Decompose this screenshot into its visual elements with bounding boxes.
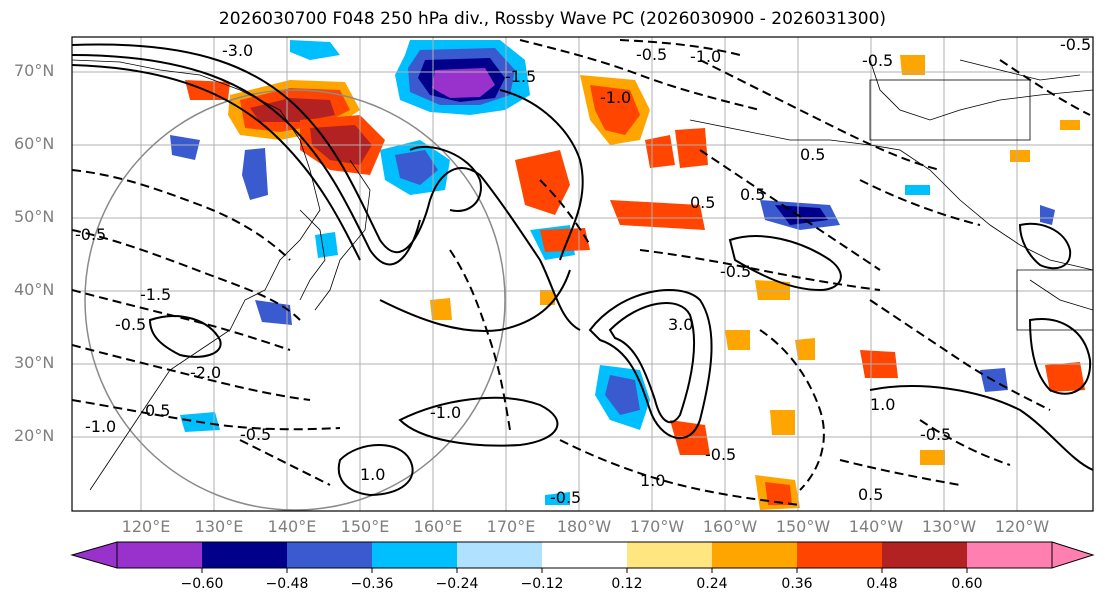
contour-label: -1.0 (85, 417, 116, 436)
contour-label: -0.5 (920, 425, 951, 444)
contour-label: 0.5 (690, 193, 715, 212)
lat-label: 70°N (14, 61, 55, 80)
lon-label: 160°E (413, 517, 463, 536)
contour-label: -0.5 (705, 445, 736, 464)
lat-label: 60°N (14, 134, 55, 153)
lon-label: 150°E (340, 517, 390, 536)
contour-label: -1.5 (505, 67, 536, 86)
colorbar-tick-label: −0.60 (180, 576, 224, 592)
rossby-wave-contours (72, 43, 1093, 497)
contour-label: -0.5 (550, 488, 581, 507)
map-title: 2026030700 F048 250 hPa div., Rossby Wav… (218, 9, 887, 29)
colorbar-tick-label: 0.12 (611, 576, 643, 592)
contour-label: 0.5 (145, 401, 170, 420)
contour-label: -0.5 (720, 262, 751, 281)
contour-label: -2.0 (190, 363, 221, 382)
colorbar (70, 541, 1095, 573)
colorbar-tick-label: 0.24 (696, 576, 728, 592)
contour-label: -1.0 (600, 88, 631, 107)
contour-label-group: -3.0 -1.5 -0.5 -1.0 -0.5 -1.0 0.5 0.5 -0… (75, 35, 1091, 507)
coastlines (72, 59, 1093, 491)
lat-label: 30°N (14, 353, 55, 372)
contour-label: 1.0 (360, 465, 385, 484)
contour-label: -0.5 (75, 225, 106, 244)
lon-label: 170°W (629, 517, 685, 536)
colorbar-tick-label: −0.48 (265, 576, 309, 592)
contour-label: 0.5 (858, 485, 883, 504)
contour-label: 1.0 (640, 471, 665, 490)
lon-label: 170°E (486, 517, 536, 536)
contour-label: -0.5 (115, 315, 146, 334)
lon-label: 140°E (267, 517, 317, 536)
colorbar-tick-label: 0.60 (951, 576, 983, 592)
colorbar-tick-label: −0.24 (435, 576, 479, 592)
lon-label: 120°W (994, 517, 1050, 536)
rossby-wave-contours-dashed (72, 39, 1091, 506)
map-area: -3.0 -1.5 -0.5 -1.0 -0.5 -1.0 0.5 0.5 -0… (72, 35, 1093, 511)
contour-label: -0.5 (1060, 35, 1091, 54)
contour-label: -1.5 (140, 285, 171, 304)
lon-label: 120°E (121, 517, 171, 536)
colorbar-tick-label: 0.36 (781, 576, 813, 592)
contour-label: -0.5 (240, 425, 271, 444)
region-circle (84, 89, 506, 511)
contour-label: 0.5 (800, 145, 825, 164)
lat-label: 20°N (14, 426, 55, 445)
lon-label: 130°E (194, 517, 244, 536)
colorbar-tick-label: −0.36 (350, 576, 394, 592)
colorbar-tick-label: 0.48 (866, 576, 898, 592)
lon-label: 150°W (775, 517, 831, 536)
contour-label: 1.0 (870, 395, 895, 414)
contour-label: -1.0 (430, 403, 461, 422)
contour-label: -3.0 (222, 41, 253, 60)
contour-label: 0.5 (740, 185, 765, 204)
contour-label: -0.5 (636, 45, 667, 64)
lat-label: 50°N (14, 207, 55, 226)
lat-label: 40°N (14, 280, 55, 299)
graticule (72, 37, 1093, 511)
contour-label: -0.5 (862, 51, 893, 70)
contour-label: -1.0 (690, 47, 721, 66)
contour-label: 3.0 (668, 315, 693, 334)
lon-label: 160°W (702, 517, 758, 536)
lon-label: 130°W (921, 517, 977, 536)
lon-label: 140°W (848, 517, 904, 536)
map-frame (71, 36, 1094, 512)
colorbar-tick-label: −0.12 (520, 576, 564, 592)
lon-label: 180°W (556, 517, 612, 536)
